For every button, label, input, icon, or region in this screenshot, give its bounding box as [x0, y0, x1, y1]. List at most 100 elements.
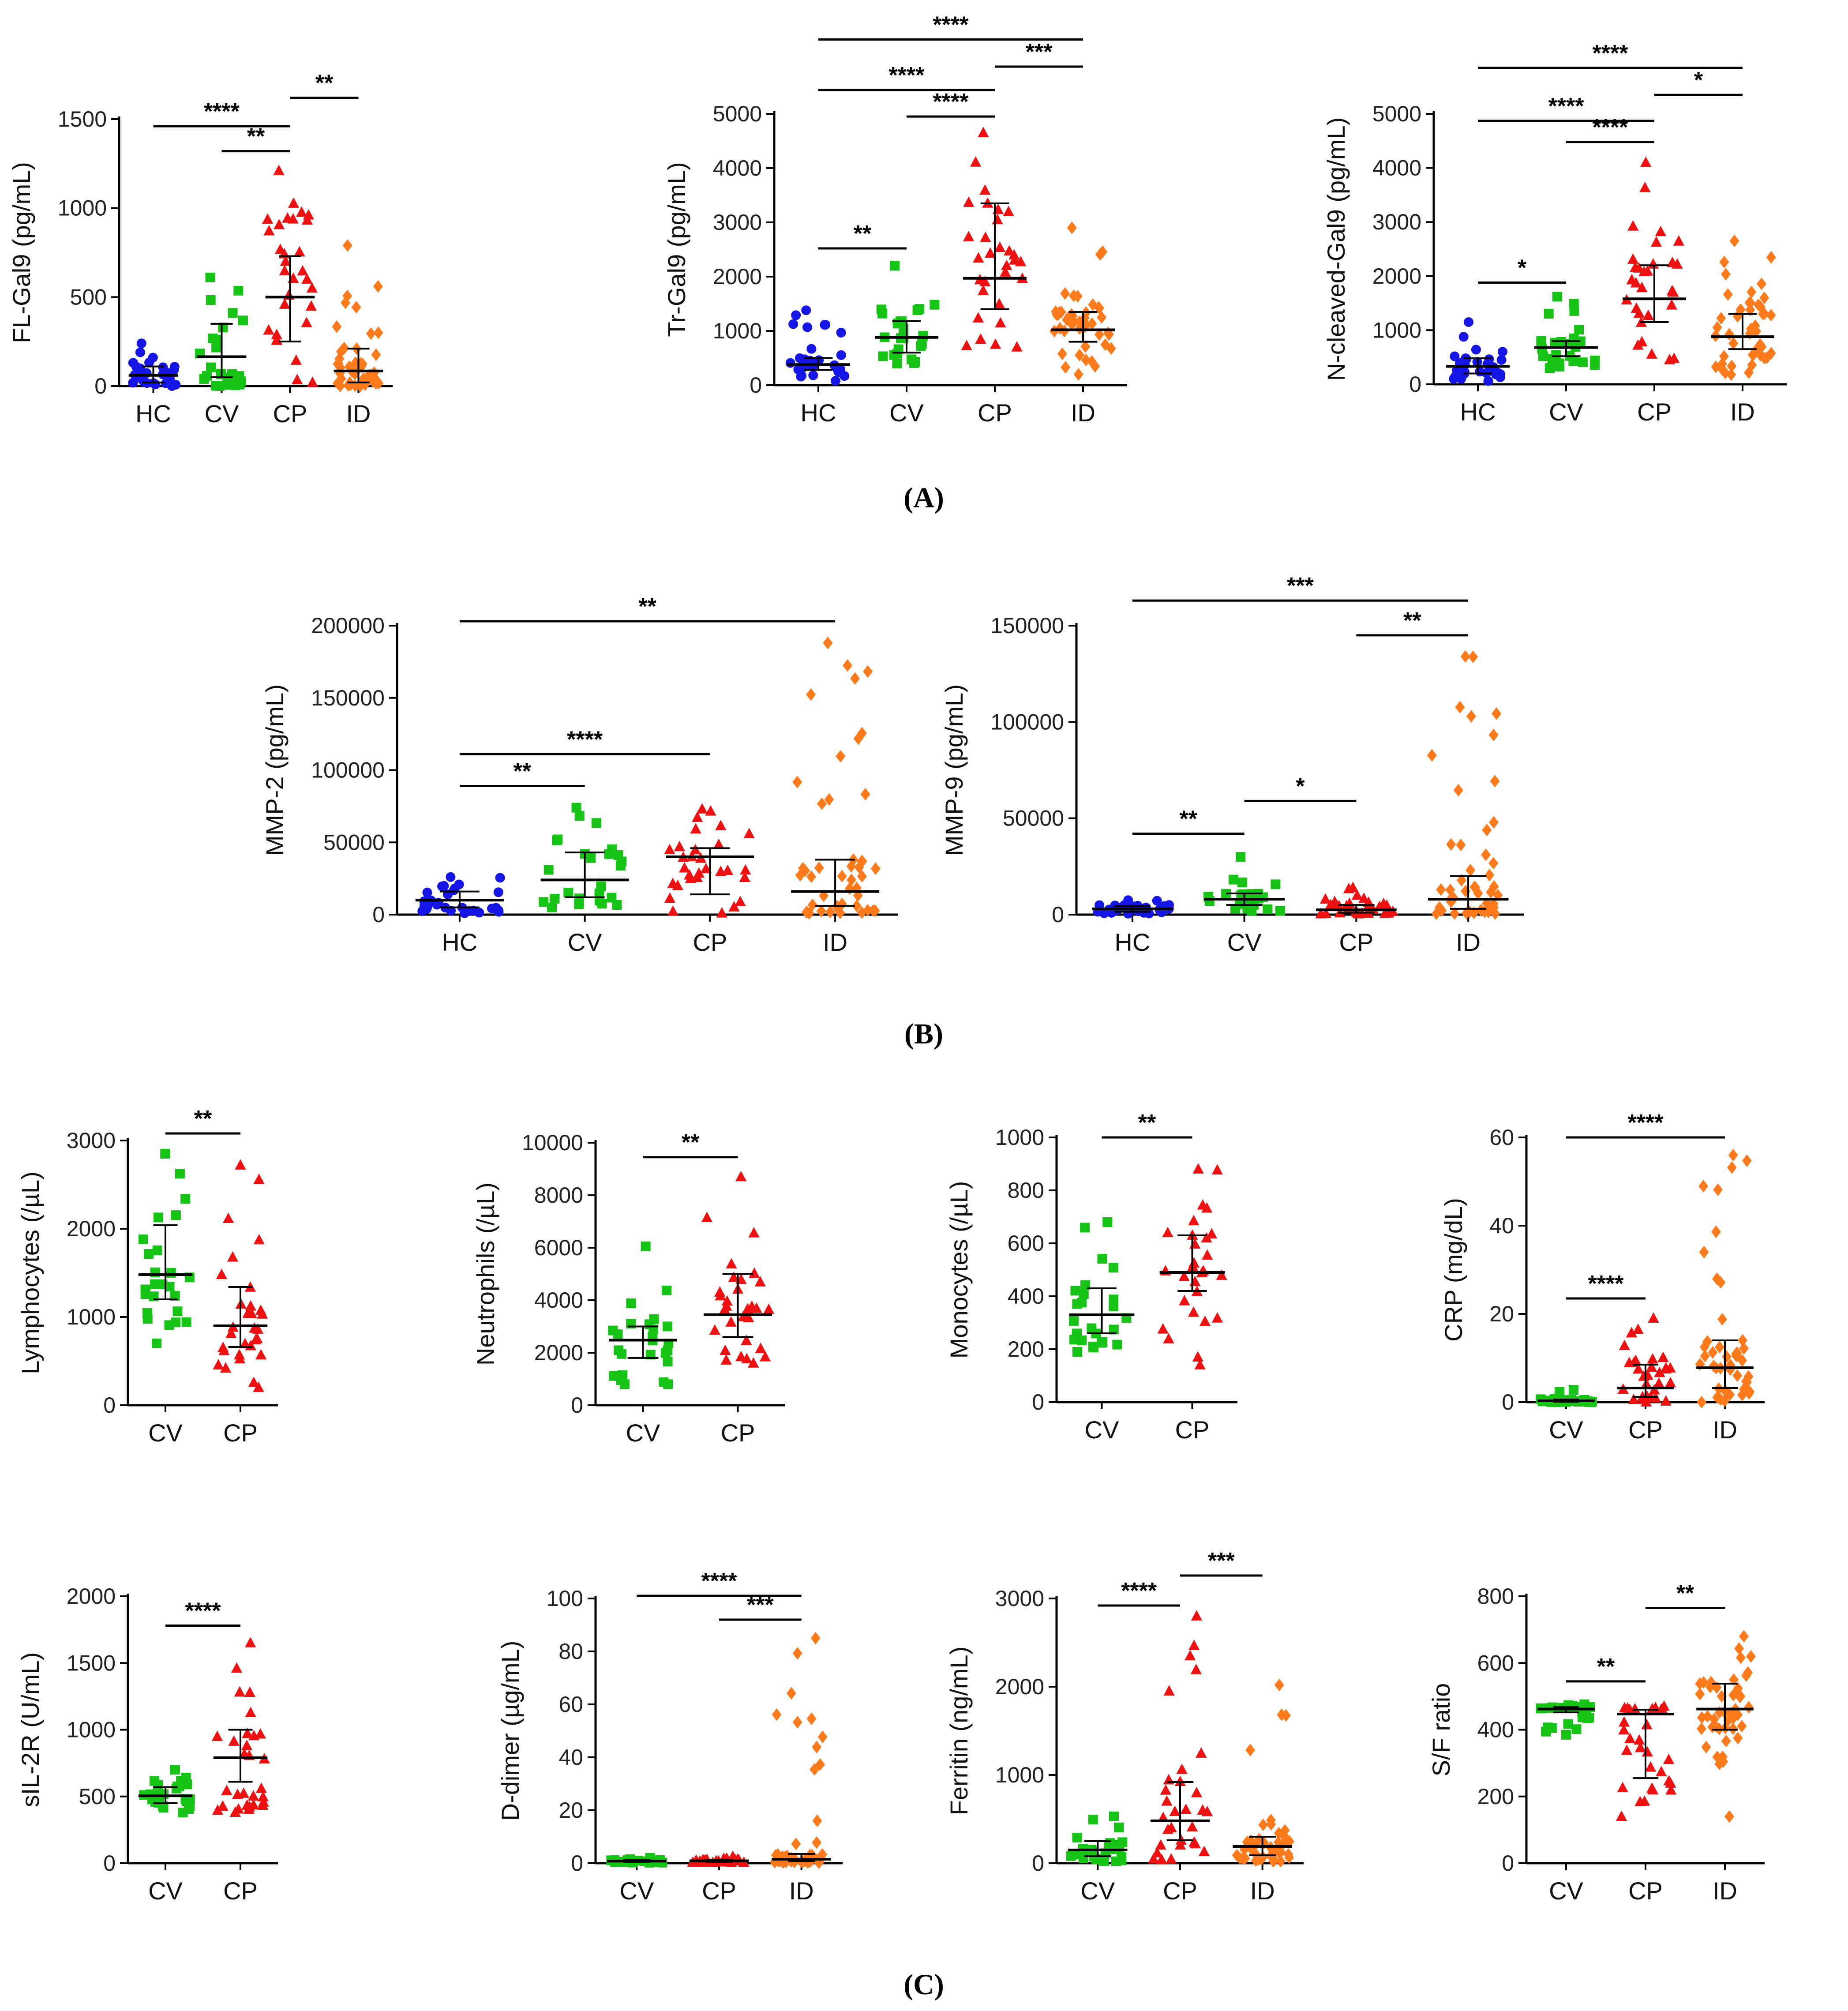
chart-12-point-ID-43: [1709, 1713, 1719, 1726]
chart-4-point-CP-18: [1343, 882, 1355, 893]
chart-12-point-CP-25: [1622, 1702, 1633, 1713]
chart-4-point-ID-10: [1484, 869, 1495, 882]
chart-6-point-CP-22: [726, 1258, 737, 1268]
chart-3-point-CP-18: [728, 901, 740, 912]
chart-6-point-CP-26: [751, 1302, 762, 1313]
chart-4-point-ID-15: [1481, 848, 1491, 861]
chart-5-point-CP-24: [255, 1304, 266, 1315]
chart-2-point-ID-35: [1752, 342, 1762, 355]
chart-3-point-CP-10: [740, 864, 751, 875]
chart-3-point-ID-41: [857, 870, 867, 883]
chart-12-point-ID-22: [1696, 1722, 1706, 1735]
chart-6-point-CV-12: [613, 1345, 623, 1355]
chart-1-point-HC-24: [836, 328, 846, 338]
chart-6-point-CV-22: [662, 1285, 672, 1295]
chart-6-point-CV-2: [663, 1321, 673, 1332]
chart-11-point-CV-0: [1109, 1812, 1119, 1821]
chart-0-ytick-label-0: 0: [94, 374, 107, 398]
chart-4-point-ID-22: [1455, 701, 1465, 714]
chart-1-ytick-label-4: 4000: [713, 156, 762, 180]
chart-7-point-CV-15: [1072, 1299, 1082, 1309]
chart-3-point-ID-42: [846, 860, 856, 873]
chart-9-point-CP-0: [245, 1637, 256, 1647]
chart-10-point-ID-15: [810, 1763, 820, 1776]
chart-9-ylabel: sIL-2R (U/mL): [16, 1652, 44, 1808]
chart-4-point-ID-30: [1446, 838, 1456, 851]
chart-10-xtick-label-ID: ID: [789, 1877, 814, 1905]
chart-11-xtick-label-CV: CV: [1080, 1877, 1115, 1905]
chart-3-point-CV-20: [574, 811, 585, 821]
chart-8-point-CP-2: [1657, 1351, 1669, 1362]
chart-7-point-CP-7: [1163, 1333, 1174, 1343]
chart-8-point-CP-5: [1626, 1327, 1638, 1338]
chart-2-ytick-label-5: 5000: [1372, 101, 1421, 126]
chart-1-point-CP-22: [978, 285, 989, 295]
chart-12-point-ID-35: [1711, 1720, 1721, 1733]
chart-7-point-CP-17: [1199, 1315, 1211, 1326]
chart-1-point-CP-14: [972, 312, 984, 323]
chart-1-point-CP-1: [1011, 341, 1023, 352]
chart-5-ylabel: Lymphocytes (/µL): [16, 1171, 44, 1374]
chart-7-point-CP-8: [1162, 1227, 1173, 1238]
chart-1-sig-label-0: **: [854, 221, 872, 247]
chart-11-point-CP-22: [1148, 1853, 1159, 1864]
chart-12-point-CP-27: [1634, 1734, 1645, 1745]
chart-6-point-CP-5: [754, 1276, 766, 1287]
chart-9-point-CP-28: [247, 1790, 259, 1801]
chart-1-point-HC-14: [802, 322, 812, 332]
chart-5-point-CP-22: [253, 1173, 265, 1184]
chart-10-ytick-label-1: 20: [559, 1798, 583, 1823]
chart-3-point-CP-29: [672, 879, 683, 890]
chart-8-point-ID-28: [1716, 1276, 1726, 1289]
chart-1-point-CP-27: [979, 276, 991, 286]
chart-3-point-CP-0: [696, 803, 708, 814]
chart-3-point-CV-17: [553, 834, 563, 844]
chart-6-point-CP-9: [709, 1324, 720, 1335]
chart-1-point-ID-39: [1090, 360, 1100, 373]
chart-0-sig-label-2: **: [315, 71, 334, 96]
chart-12-point-ID-44: [1721, 1734, 1731, 1748]
chart-1-point-CV-24: [893, 344, 903, 354]
chart-3-point-CV-16: [591, 818, 601, 828]
chart-3-point-ID-4: [824, 793, 834, 806]
chart-1-point-CP-12: [980, 231, 991, 242]
chart-0-point-ID-27: [373, 326, 383, 339]
chart-4-point-CV-0: [1235, 852, 1245, 862]
chart-8-point-CV-9: [1555, 1387, 1565, 1397]
chart-1-point-CP-17: [984, 247, 996, 258]
chart-6-point-CP-27: [737, 1310, 749, 1321]
chart-3-point-HC-28: [474, 908, 484, 918]
chart-1-point-HC-25: [791, 310, 801, 320]
chart-8-xtick-label-CV: CV: [1549, 1416, 1583, 1444]
chart-1-point-ID-42: [1080, 340, 1091, 353]
chart-2-ytick-label-1: 1000: [1372, 318, 1421, 342]
chart-9-point-CP-12: [211, 1730, 223, 1741]
chart-5-point-CV-12: [138, 1234, 148, 1245]
chart-10-point-ID-40: [792, 1716, 802, 1729]
chart-5-ytick-label-3: 3000: [67, 1128, 116, 1153]
chart-6-sig-label-0: **: [682, 1130, 700, 1156]
chart-9-point-CP-8: [244, 1686, 255, 1697]
chart-5-point-CV-21: [170, 1317, 180, 1328]
chart-11-point-CP-3: [1191, 1786, 1203, 1797]
chart-3-point-ID-7: [837, 897, 847, 910]
chart-11-point-ID-39: [1258, 1818, 1268, 1831]
chart-0-point-ID-37: [338, 343, 348, 356]
chart-7-point-CV-11: [1088, 1341, 1098, 1351]
chart-2-point-CP-20: [1655, 225, 1666, 236]
chart-8-point-ID-33: [1745, 1385, 1755, 1398]
chart-11-sig-label-1: ***: [1208, 1548, 1235, 1574]
chart-5-point-CP-7: [248, 1376, 259, 1387]
chart-2-point-CP-18: [1630, 277, 1642, 288]
chart-3-point-CV-12: [596, 882, 606, 892]
chart-1-point-HC-4: [808, 370, 818, 380]
chart-10-sig-label-1: ****: [701, 1568, 738, 1594]
chart-7-point-CV-14: [1070, 1286, 1080, 1296]
chart-11-point-ID-0: [1274, 1678, 1284, 1692]
panel-label-b: (B): [904, 1018, 943, 1050]
chart-12-point-ID-1: [1724, 1810, 1734, 1823]
chart-8-point-CP-6: [1660, 1395, 1672, 1406]
chart-3-point-CP-12: [700, 863, 712, 874]
chart-2-point-CV-0: [1552, 292, 1562, 302]
chart-1-point-ID-43: [1103, 326, 1113, 339]
